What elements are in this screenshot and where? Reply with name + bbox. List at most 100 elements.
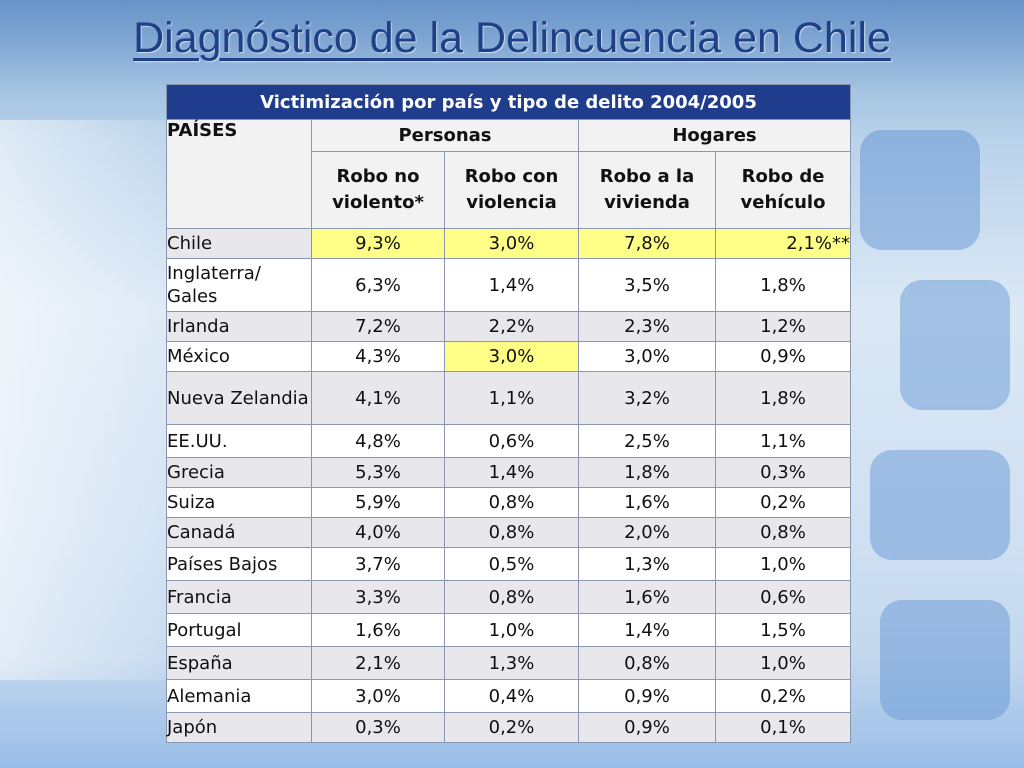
value-cell: 5,9% [311,487,445,518]
country-cell: Francia [166,580,312,614]
value-cell: 1,4% [578,613,716,647]
table-row: México 4,3% 3,0% 3,0% 0,9% [166,341,851,372]
value-cell: 3,5% [578,258,716,312]
value-cell: 1,0% [715,547,851,581]
background-left-band [0,120,170,680]
table-row: Irlanda 7,2% 2,2% 2,3% 1,2% [166,311,851,342]
value-cell: 0,3% [311,712,445,743]
value-cell: 6,3% [311,258,445,312]
background-tile [870,450,1010,560]
value-cell: 0,8% [444,517,579,548]
value-cell: 0,9% [578,679,716,713]
table-row: Canadá 4,0% 0,8% 2,0% 0,8% [166,517,851,548]
value-cell: 1,5% [715,613,851,647]
value-cell: 2,2% [444,311,579,342]
value-cell: 0,9% [715,341,851,372]
table-row: Países Bajos 3,7% 0,5% 1,3% 1,0% [166,547,851,581]
table-row: Inglaterra/ Gales 6,3% 1,4% 3,5% 1,8% [166,258,851,312]
value-cell: 0,8% [578,646,716,680]
value-cell: 1,3% [444,646,579,680]
value-cell: 4,8% [311,424,445,458]
group-header-personas: Personas [311,119,579,152]
value-cell: 0,6% [715,580,851,614]
value-cell: 0,8% [444,487,579,518]
value-cell: 0,2% [715,487,851,518]
value-cell: 3,2% [578,371,716,425]
country-cell: Portugal [166,613,312,647]
country-cell: Chile [166,228,312,259]
table-row: EE.UU. 4,8% 0,6% 2,5% 1,1% [166,424,851,458]
value-cell: 2,1% [311,646,445,680]
value-cell: 3,0% [444,341,579,372]
value-cell: 1,6% [311,613,445,647]
value-cell: 4,0% [311,517,445,548]
value-cell: 3,0% [444,228,579,259]
value-cell: 1,1% [715,424,851,458]
value-cell: 0,8% [444,580,579,614]
table-row: Japón 0,3% 0,2% 0,9% 0,1% [166,712,851,743]
table-row: Francia 3,3% 0,8% 1,6% 0,6% [166,580,851,614]
table-row: Portugal 1,6% 1,0% 1,4% 1,5% [166,613,851,647]
table-row: Chile 9,3% 3,0% 7,8% 2,1%** [166,228,851,259]
table-row: Grecia 5,3% 1,4% 1,8% 0,3% [166,457,851,488]
value-cell: 1,8% [715,258,851,312]
value-cell: 2,3% [578,311,716,342]
group-header-hogares: Hogares [578,119,851,152]
table-caption: Victimización por país y tipo de delito … [166,84,851,120]
value-cell: 1,3% [578,547,716,581]
value-cell: 0,2% [715,679,851,713]
value-cell: 1,0% [715,646,851,680]
value-cell: 1,0% [444,613,579,647]
country-cell: España [166,646,312,680]
value-cell: 3,7% [311,547,445,581]
value-cell: 0,8% [715,517,851,548]
column-header: Robo con violencia [444,151,579,229]
table-row: Alemania 3,0% 0,4% 0,9% 0,2% [166,679,851,713]
background-tile [880,600,1010,720]
table-caption-row: Victimización por país y tipo de delito … [166,84,851,120]
value-cell: 3,0% [578,341,716,372]
country-cell: Suiza [166,487,312,518]
value-cell: 4,3% [311,341,445,372]
background-tile [860,130,980,250]
value-cell: 3,3% [311,580,445,614]
victimization-table: Victimización por país y tipo de delito … [166,84,851,743]
value-cell: 7,8% [578,228,716,259]
value-cell: 5,3% [311,457,445,488]
table-row: España 2,1% 1,3% 0,8% 1,0% [166,646,851,680]
value-cell: 2,0% [578,517,716,548]
value-cell: 2,1%** [715,228,851,259]
value-cell: 1,6% [578,487,716,518]
table-group-header-row: PAÍSES Personas Hogares [166,119,851,229]
table-column-header-row: Robo no violento* Robo con violencia Rob… [167,151,851,229]
value-cell: 0,4% [444,679,579,713]
table-row: Suiza 5,9% 0,8% 1,6% 0,2% [166,487,851,518]
value-cell: 1,1% [444,371,579,425]
column-header: Robo no violento* [311,151,445,229]
value-cell: 0,5% [444,547,579,581]
value-cell: 1,4% [444,258,579,312]
background-tile [900,280,1010,410]
value-cell: 1,4% [444,457,579,488]
column-header: Robo a la vivienda [578,151,716,229]
value-cell: 1,8% [715,371,851,425]
countries-header: PAÍSES [166,119,312,229]
value-cell: 1,2% [715,311,851,342]
value-cell: 0,9% [578,712,716,743]
value-cell: 9,3% [311,228,445,259]
value-cell: 0,3% [715,457,851,488]
country-cell: Irlanda [166,311,312,342]
value-cell: 0,2% [444,712,579,743]
value-cell: 7,2% [311,311,445,342]
country-cell: Inglaterra/ Gales [166,258,312,312]
country-cell: Canadá [166,517,312,548]
value-cell: 1,6% [578,580,716,614]
country-cell: Alemania [166,679,312,713]
country-cell: EE.UU. [166,424,312,458]
table-row: Nueva Zelandia 4,1% 1,1% 3,2% 1,8% [166,371,851,425]
country-cell: Países Bajos [166,547,312,581]
column-header: Robo de vehículo [715,151,851,229]
country-cell: México [166,341,312,372]
value-cell: 2,5% [578,424,716,458]
value-cell: 0,6% [444,424,579,458]
